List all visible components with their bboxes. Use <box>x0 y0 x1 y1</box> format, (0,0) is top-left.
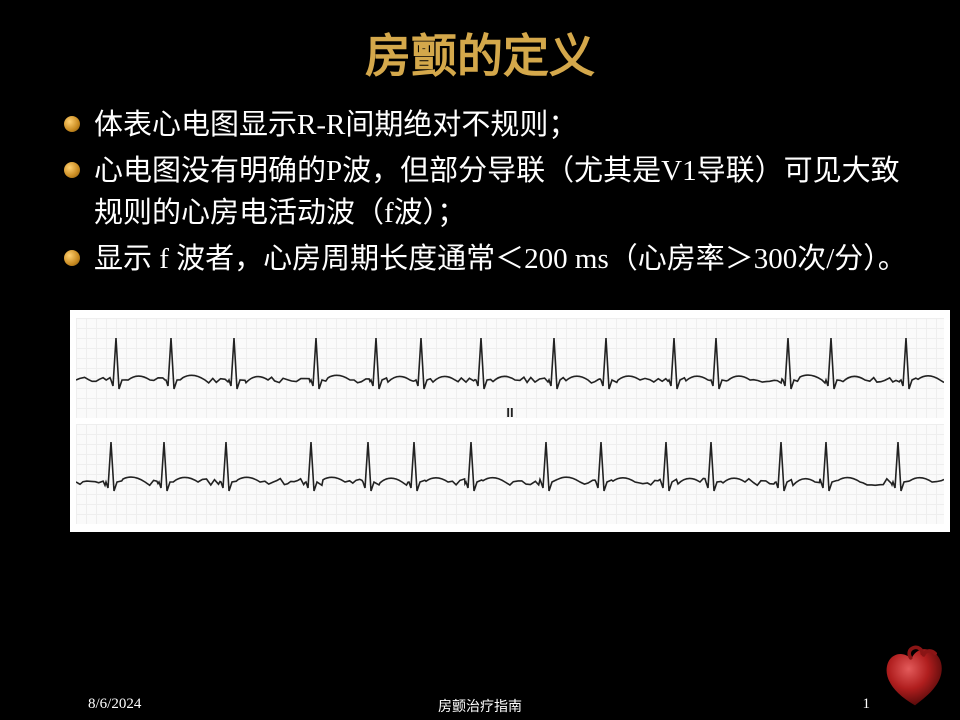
ecg-figure: II <box>70 310 950 532</box>
footer-title: 房颤治疗指南 <box>438 696 522 716</box>
ecg-strip-1: II <box>76 318 944 418</box>
bullet-item: 体表心电图显示R-R间期绝对不规则； <box>60 104 910 146</box>
lead-label: II <box>506 405 513 420</box>
heart-icon <box>876 642 954 714</box>
bullet-item: 心电图没有明确的P波，但部分导联（尤其是V1导联）可见大致规则的心房电活动波（f… <box>60 150 910 234</box>
bullet-item: 显示 f 波者，心房周期长度通常＜200 ms（心房率＞300次/分）。 <box>60 238 910 280</box>
ecg-strip-2 <box>76 424 944 524</box>
slide: 房颤的定义 体表心电图显示R-R间期绝对不规则； 心电图没有明确的P波，但部分导… <box>0 0 960 720</box>
footer-page: 1 <box>863 696 871 713</box>
bullet-list: 体表心电图显示R-R间期绝对不规则； 心电图没有明确的P波，但部分导联（尤其是V… <box>60 104 910 280</box>
slide-title: 房颤的定义 <box>50 20 910 86</box>
footer-date: 8/6/2024 <box>88 696 141 713</box>
